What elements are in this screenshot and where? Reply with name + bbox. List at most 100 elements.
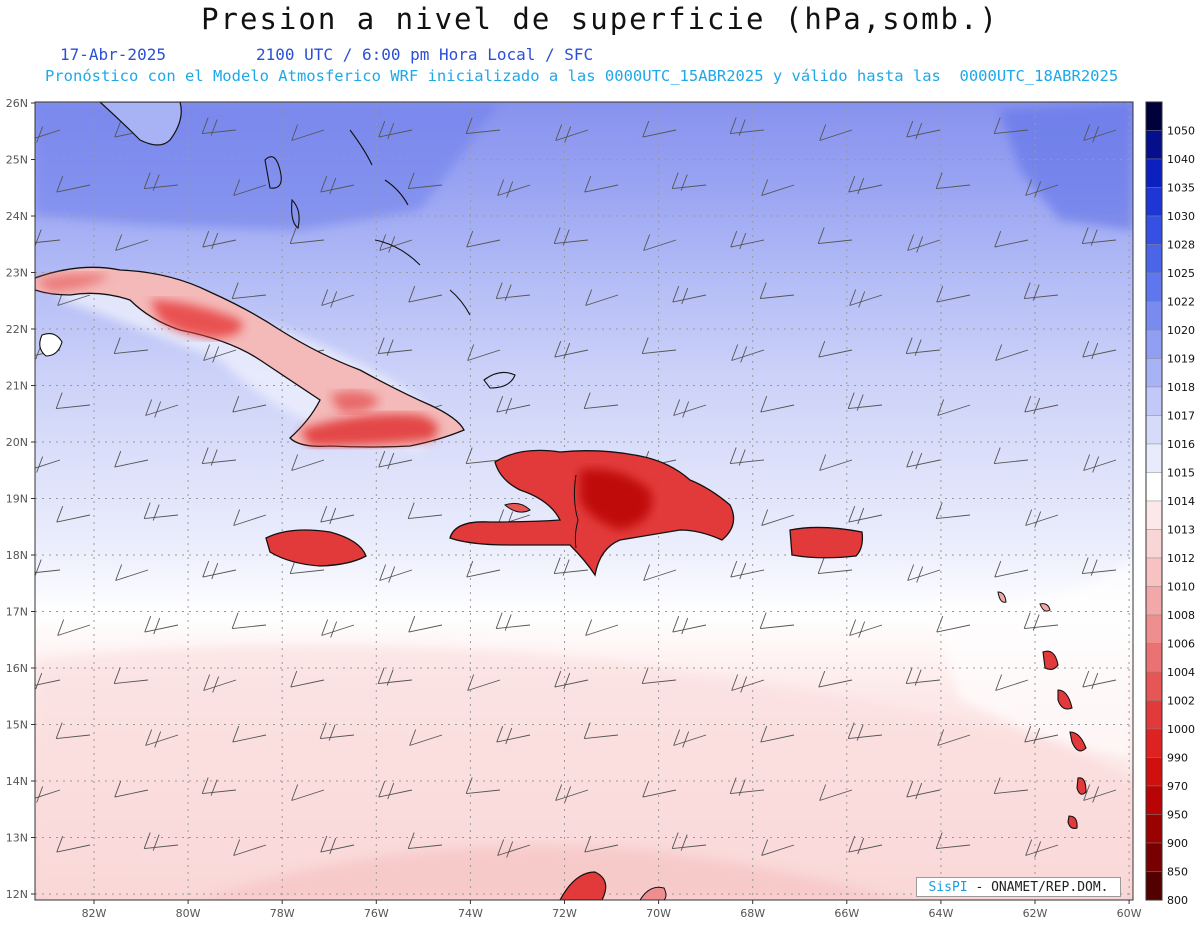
wind-barb [1081, 227, 1117, 246]
wind-barb [937, 729, 971, 746]
lon-label: 82W [82, 907, 107, 920]
wind-barb [847, 722, 883, 741]
wind-barb [115, 234, 149, 251]
credit-box: SisPI - ONAMET/REP.DOM. [916, 877, 1121, 897]
wind-barb [729, 777, 765, 796]
legend-swatch [1145, 728, 1163, 758]
wind-barb [994, 560, 1029, 578]
legend-label: 1040 [1167, 153, 1195, 166]
wind-barb [906, 780, 941, 800]
wind-barb [819, 784, 853, 801]
wind-barb [497, 179, 531, 198]
wind-barb [817, 227, 853, 245]
legend-label: 1050 [1167, 125, 1195, 138]
lat-label: 25N [6, 154, 28, 167]
wind-barb [467, 344, 501, 361]
wind-barb [465, 117, 501, 135]
legend-label: 1012 [1167, 552, 1195, 565]
wind-barb [849, 619, 883, 638]
wind-barb [467, 674, 501, 691]
wind-barb [115, 564, 149, 581]
wind-barb [321, 619, 355, 638]
wind-barb [201, 777, 237, 796]
wind-barb [759, 282, 795, 300]
wind-barb [905, 337, 941, 356]
chart-title: Presion a nivel de superficie (hPa,somb.… [201, 2, 999, 36]
wind-barb [584, 175, 619, 193]
wind-barb [818, 670, 853, 688]
wind-barbs [35, 117, 1117, 858]
legend-swatch [1145, 101, 1163, 131]
wind-barb [377, 667, 413, 686]
wind-barb [1082, 340, 1117, 360]
wind-barb [819, 124, 853, 141]
wind-barb [290, 670, 325, 688]
lat-label: 17N [6, 606, 28, 619]
wind-barb [642, 780, 677, 798]
wind-barb [555, 784, 589, 803]
wind-barb [145, 729, 179, 748]
lon-label: 78W [270, 907, 295, 920]
wind-barb [35, 672, 61, 690]
wind-barb [232, 725, 267, 743]
wind-barb [321, 289, 355, 308]
legend-label: 1017 [1167, 410, 1195, 423]
legend-swatch [1145, 614, 1163, 644]
legend-swatch [1145, 358, 1163, 388]
legend-label: 970 [1167, 780, 1188, 793]
wind-barb [144, 615, 179, 635]
legend-swatch [1145, 785, 1163, 815]
wind-barb [554, 340, 589, 360]
legend-swatch [1145, 557, 1163, 587]
wind-barb [320, 505, 355, 525]
wind-barb [729, 447, 765, 466]
wind-barb [409, 729, 443, 746]
wind-barb [583, 392, 619, 410]
legend-swatch [1145, 215, 1163, 245]
credit-org: - ONAMET/REP.DOM. [967, 880, 1109, 895]
legend-label: 1018 [1167, 381, 1195, 394]
wind-barb [407, 832, 443, 850]
wind-barb [673, 399, 707, 418]
wind-barb [465, 447, 501, 465]
wind-barb [995, 674, 1029, 691]
lon-label: 80W [176, 907, 201, 920]
legend-label: 1035 [1167, 182, 1195, 195]
valid-time: 2100 UTC / 6:00 pm Hora Local / SFC [256, 45, 594, 64]
wind-barb [937, 399, 971, 416]
legend-swatch [1145, 130, 1163, 160]
legend-label: 1014 [1167, 495, 1195, 508]
wind-barb [35, 786, 61, 803]
legend-swatch [1145, 842, 1163, 872]
wind-barb [55, 722, 91, 740]
wind-barb [1023, 612, 1059, 631]
wind-barb [760, 395, 795, 413]
wind-barb [642, 120, 677, 138]
longitude-labels: 82W 80W 78W 76W 74W 72W 70W 68W 66W 64W 62W 60W [82, 907, 1142, 920]
wind-barb [936, 285, 971, 303]
wind-barb [35, 126, 61, 143]
wind-barb [203, 674, 237, 693]
wind-barb [320, 835, 355, 855]
wind-barb [554, 670, 589, 690]
legend-label: 1004 [1167, 666, 1195, 679]
wind-barb [143, 832, 179, 851]
wind-barb [291, 784, 325, 801]
wind-barb [1025, 509, 1059, 528]
florida [99, 102, 182, 146]
wind-barb [848, 505, 883, 525]
legend-label: 1002 [1167, 695, 1195, 708]
wind-barb [672, 285, 707, 305]
wind-barb [143, 502, 179, 521]
lat-label: 12N [6, 888, 28, 901]
wind-barb [848, 175, 883, 195]
wind-barb [761, 179, 795, 196]
wind-barb [993, 117, 1029, 135]
lon-label: 62W [1023, 907, 1048, 920]
credit-brand: SisPI [928, 880, 968, 895]
legend-label: 1019 [1167, 353, 1195, 366]
legend-swatch [1145, 415, 1163, 445]
wind-barb [730, 560, 765, 580]
wind-barb [231, 282, 267, 300]
lon-label: 64W [928, 907, 953, 920]
